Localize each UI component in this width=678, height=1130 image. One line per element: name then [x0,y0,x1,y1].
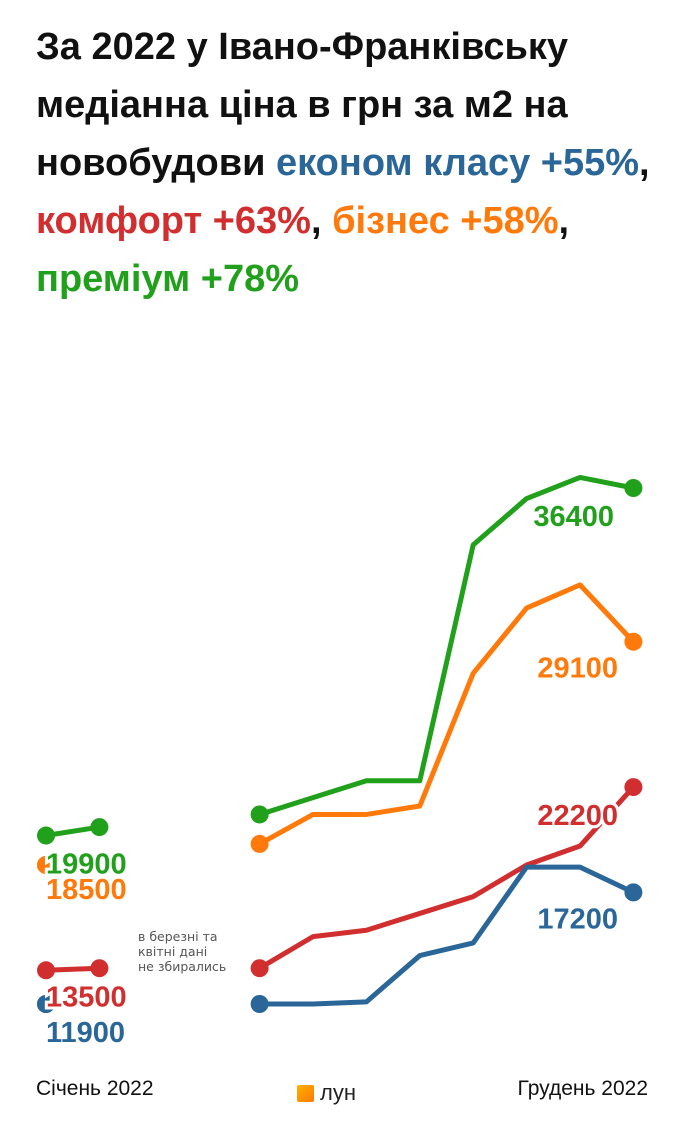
series-layer [37,474,643,1013]
econom-start-value-label: 11900 [46,1017,125,1049]
econom-point-marker [250,995,269,1013]
title-prefix: За 2022 у Івано-Франківську медіанна цін… [36,26,569,184]
comfort-point-marker [624,778,643,797]
title-sep: , [310,200,333,242]
title-premium: преміум +78% [36,258,300,300]
business-point-marker [37,855,55,874]
business-point-marker [250,834,269,853]
business-point-marker [624,632,643,651]
econom-point-marker [624,883,643,902]
premium-point-marker [37,826,55,845]
title-sep: , [558,200,570,242]
x-axis-start-label: Січень 2022 [36,1077,154,1100]
comfort-point-marker [90,959,109,978]
premium-point-marker [624,479,643,497]
comfort-series-line [257,784,636,971]
comfort-start-value-label: 13500 [46,981,127,1013]
comfort-point-marker [37,961,55,980]
econom-series-line [257,864,636,1007]
business-start-value-label: 18500 [46,874,127,906]
label-layer: 19900 36400 18500 29100 13500 22200 11900 17200 [43,498,621,1052]
econom-point-marker [37,995,55,1013]
title-econom: економ класу +55% [276,142,640,184]
business-series-line [257,582,636,847]
missing-data-note-line: не збирались [138,959,226,974]
chart-title: За 2022 у Івано-Франківську медіанна цін… [36,18,656,308]
comfort-end-value-label: 22200 [537,800,618,832]
title-business: бізнес +58% [332,200,559,242]
business-end-value-label: 29100 [537,653,618,685]
brand-name: лун [320,1080,356,1105]
missing-data-note-line: в березні та [138,929,218,944]
premium-end-value-label: 36400 [533,501,614,533]
premium-point-marker [250,805,269,824]
econom-end-value-label: 17200 [537,903,618,935]
premium-point-marker [90,818,109,837]
premium-start-value-label: 19900 [46,849,127,881]
title-comfort: комфорт +63% [36,200,311,242]
missing-data-note-line: квітні дані [138,944,207,959]
premium-series-line [257,474,636,817]
premium-series-line [43,824,102,839]
title-sep: , [639,142,650,184]
missing-data-note: в березні та квітні дані не збирались [138,929,226,974]
comfort-point-marker [250,959,269,978]
brand-logo: лун [297,1080,356,1106]
x-axis-end-label: Грудень 2022 [517,1077,648,1100]
brand-logo-icon [297,1084,314,1102]
